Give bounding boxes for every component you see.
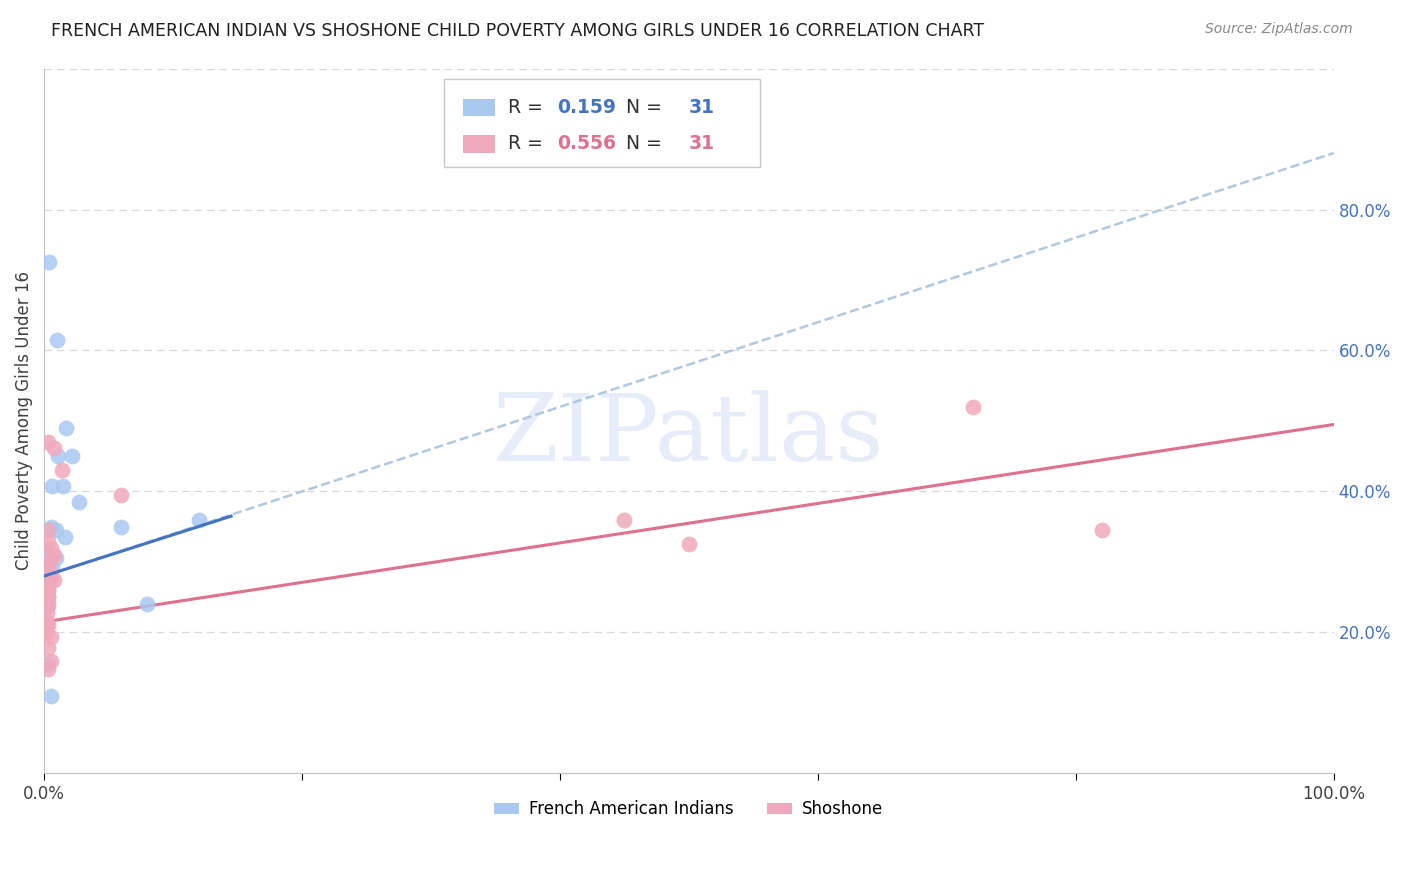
Point <box>37 618 59 632</box>
FancyBboxPatch shape <box>463 99 495 117</box>
Point <box>37 583 59 598</box>
Point <box>37 583 59 598</box>
Point <box>35 584 58 599</box>
Point <box>37 591 59 605</box>
Point <box>46 449 69 463</box>
Text: 31: 31 <box>689 135 714 153</box>
Point <box>52 479 75 493</box>
Y-axis label: Child Poverty Among Girls Under 16: Child Poverty Among Girls Under 16 <box>15 271 32 571</box>
Legend: French American Indians, Shoshone: French American Indians, Shoshone <box>488 794 890 825</box>
FancyBboxPatch shape <box>444 79 759 167</box>
Point <box>678 537 700 551</box>
Text: N =: N = <box>614 135 668 153</box>
Point <box>39 654 62 668</box>
Point <box>55 421 77 435</box>
Point <box>53 530 76 544</box>
Point <box>37 577 59 591</box>
Point <box>39 519 62 533</box>
Point <box>35 593 58 607</box>
Point <box>37 558 59 573</box>
Text: R =: R = <box>509 135 550 153</box>
Point <box>37 576 59 591</box>
Point <box>110 519 132 533</box>
Point <box>38 563 60 577</box>
Point <box>110 488 132 502</box>
Point <box>51 463 73 477</box>
Point <box>67 495 90 509</box>
Point <box>41 560 63 574</box>
Point <box>41 479 63 493</box>
Point <box>62 449 84 463</box>
Point <box>187 513 209 527</box>
Point <box>46 333 69 347</box>
Point <box>37 596 59 610</box>
Point <box>35 615 58 629</box>
Point <box>44 573 66 587</box>
Point <box>962 400 984 414</box>
Point <box>45 523 67 537</box>
Point <box>136 597 159 611</box>
Point <box>35 606 58 620</box>
Text: ZIPatlas: ZIPatlas <box>494 390 884 480</box>
Point <box>39 689 62 703</box>
Point <box>37 523 59 537</box>
Text: N =: N = <box>614 98 668 117</box>
Point <box>35 618 58 632</box>
Point <box>37 657 59 672</box>
Point <box>45 551 67 566</box>
Point <box>44 548 66 562</box>
Point <box>37 599 59 613</box>
Point <box>38 548 60 562</box>
Text: R =: R = <box>509 98 550 117</box>
FancyBboxPatch shape <box>463 136 495 153</box>
Point <box>39 541 62 555</box>
Point <box>1090 523 1112 537</box>
Point <box>613 513 636 527</box>
Point <box>37 533 59 548</box>
Point <box>39 551 62 566</box>
Point <box>37 570 59 584</box>
Text: 31: 31 <box>689 98 714 117</box>
Point <box>37 558 59 573</box>
Point <box>44 441 66 455</box>
Point <box>37 435 59 450</box>
Text: 0.556: 0.556 <box>557 135 616 153</box>
Point <box>39 631 62 645</box>
Point <box>35 599 58 613</box>
Point <box>35 591 58 606</box>
Point <box>37 589 59 603</box>
Text: FRENCH AMERICAN INDIAN VS SHOSHONE CHILD POVERTY AMONG GIRLS UNDER 16 CORRELATIO: FRENCH AMERICAN INDIAN VS SHOSHONE CHILD… <box>51 22 984 40</box>
Point <box>38 255 60 269</box>
Point <box>37 662 59 676</box>
Text: 0.159: 0.159 <box>557 98 616 117</box>
Point <box>38 567 60 582</box>
Point <box>35 577 58 591</box>
Point <box>35 587 58 601</box>
Point <box>37 640 59 655</box>
Point <box>39 569 62 583</box>
Point <box>35 625 58 640</box>
Text: Source: ZipAtlas.com: Source: ZipAtlas.com <box>1205 22 1353 37</box>
